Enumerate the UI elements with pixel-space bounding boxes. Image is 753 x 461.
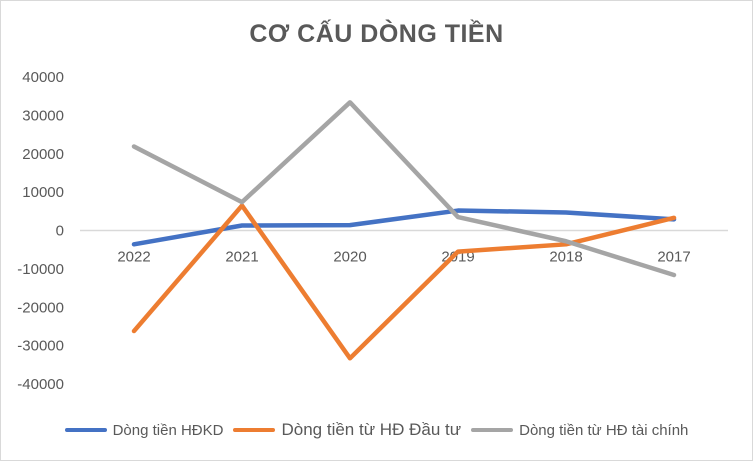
- y-tick-label: 10000: [22, 184, 64, 201]
- x-tick-label: 2022: [117, 249, 150, 266]
- series-line-2: [131, 203, 677, 361]
- legend-swatch: [233, 428, 276, 432]
- legend-item-tai-chinh: Dòng tiền từ HĐ tài chính: [471, 420, 688, 440]
- y-tick-label: -20000: [17, 299, 64, 316]
- legend-swatch: [64, 428, 107, 432]
- y-tick-label: -10000: [17, 261, 64, 278]
- y-tick-label: 0: [56, 223, 64, 240]
- y-tick-label: 20000: [22, 146, 64, 163]
- x-tick-label: 2020: [333, 249, 366, 266]
- legend-swatch: [471, 428, 514, 432]
- legend-item-dau-tu: Dòng tiền từ HĐ Đầu tư: [233, 420, 461, 440]
- y-tick-label: -40000: [17, 376, 64, 393]
- chart-title: CƠ CẤU DÒNG TIỀN: [249, 20, 504, 48]
- series-line-3: [131, 100, 677, 278]
- y-tick-label: 40000: [22, 69, 64, 86]
- y-tick-label: -30000: [17, 338, 64, 355]
- legend-label: Dòng tiền HĐKD: [112, 421, 224, 439]
- legend-label: Dòng tiền từ HĐ Đầu tư: [281, 420, 462, 439]
- x-tick-label: 2021: [225, 249, 258, 266]
- x-tick-label: 2018: [549, 249, 582, 266]
- y-tick-label: 30000: [22, 107, 64, 124]
- x-tick-label: 2017: [657, 249, 690, 266]
- legend-item-hdkd: Dòng tiền HĐKD: [64, 420, 224, 440]
- legend-label: Dòng tiền từ HĐ tài chính: [519, 421, 689, 439]
- legend: Dòng tiền HĐKD Dòng tiền từ HĐ Đầu tư Dò…: [0, 420, 753, 440]
